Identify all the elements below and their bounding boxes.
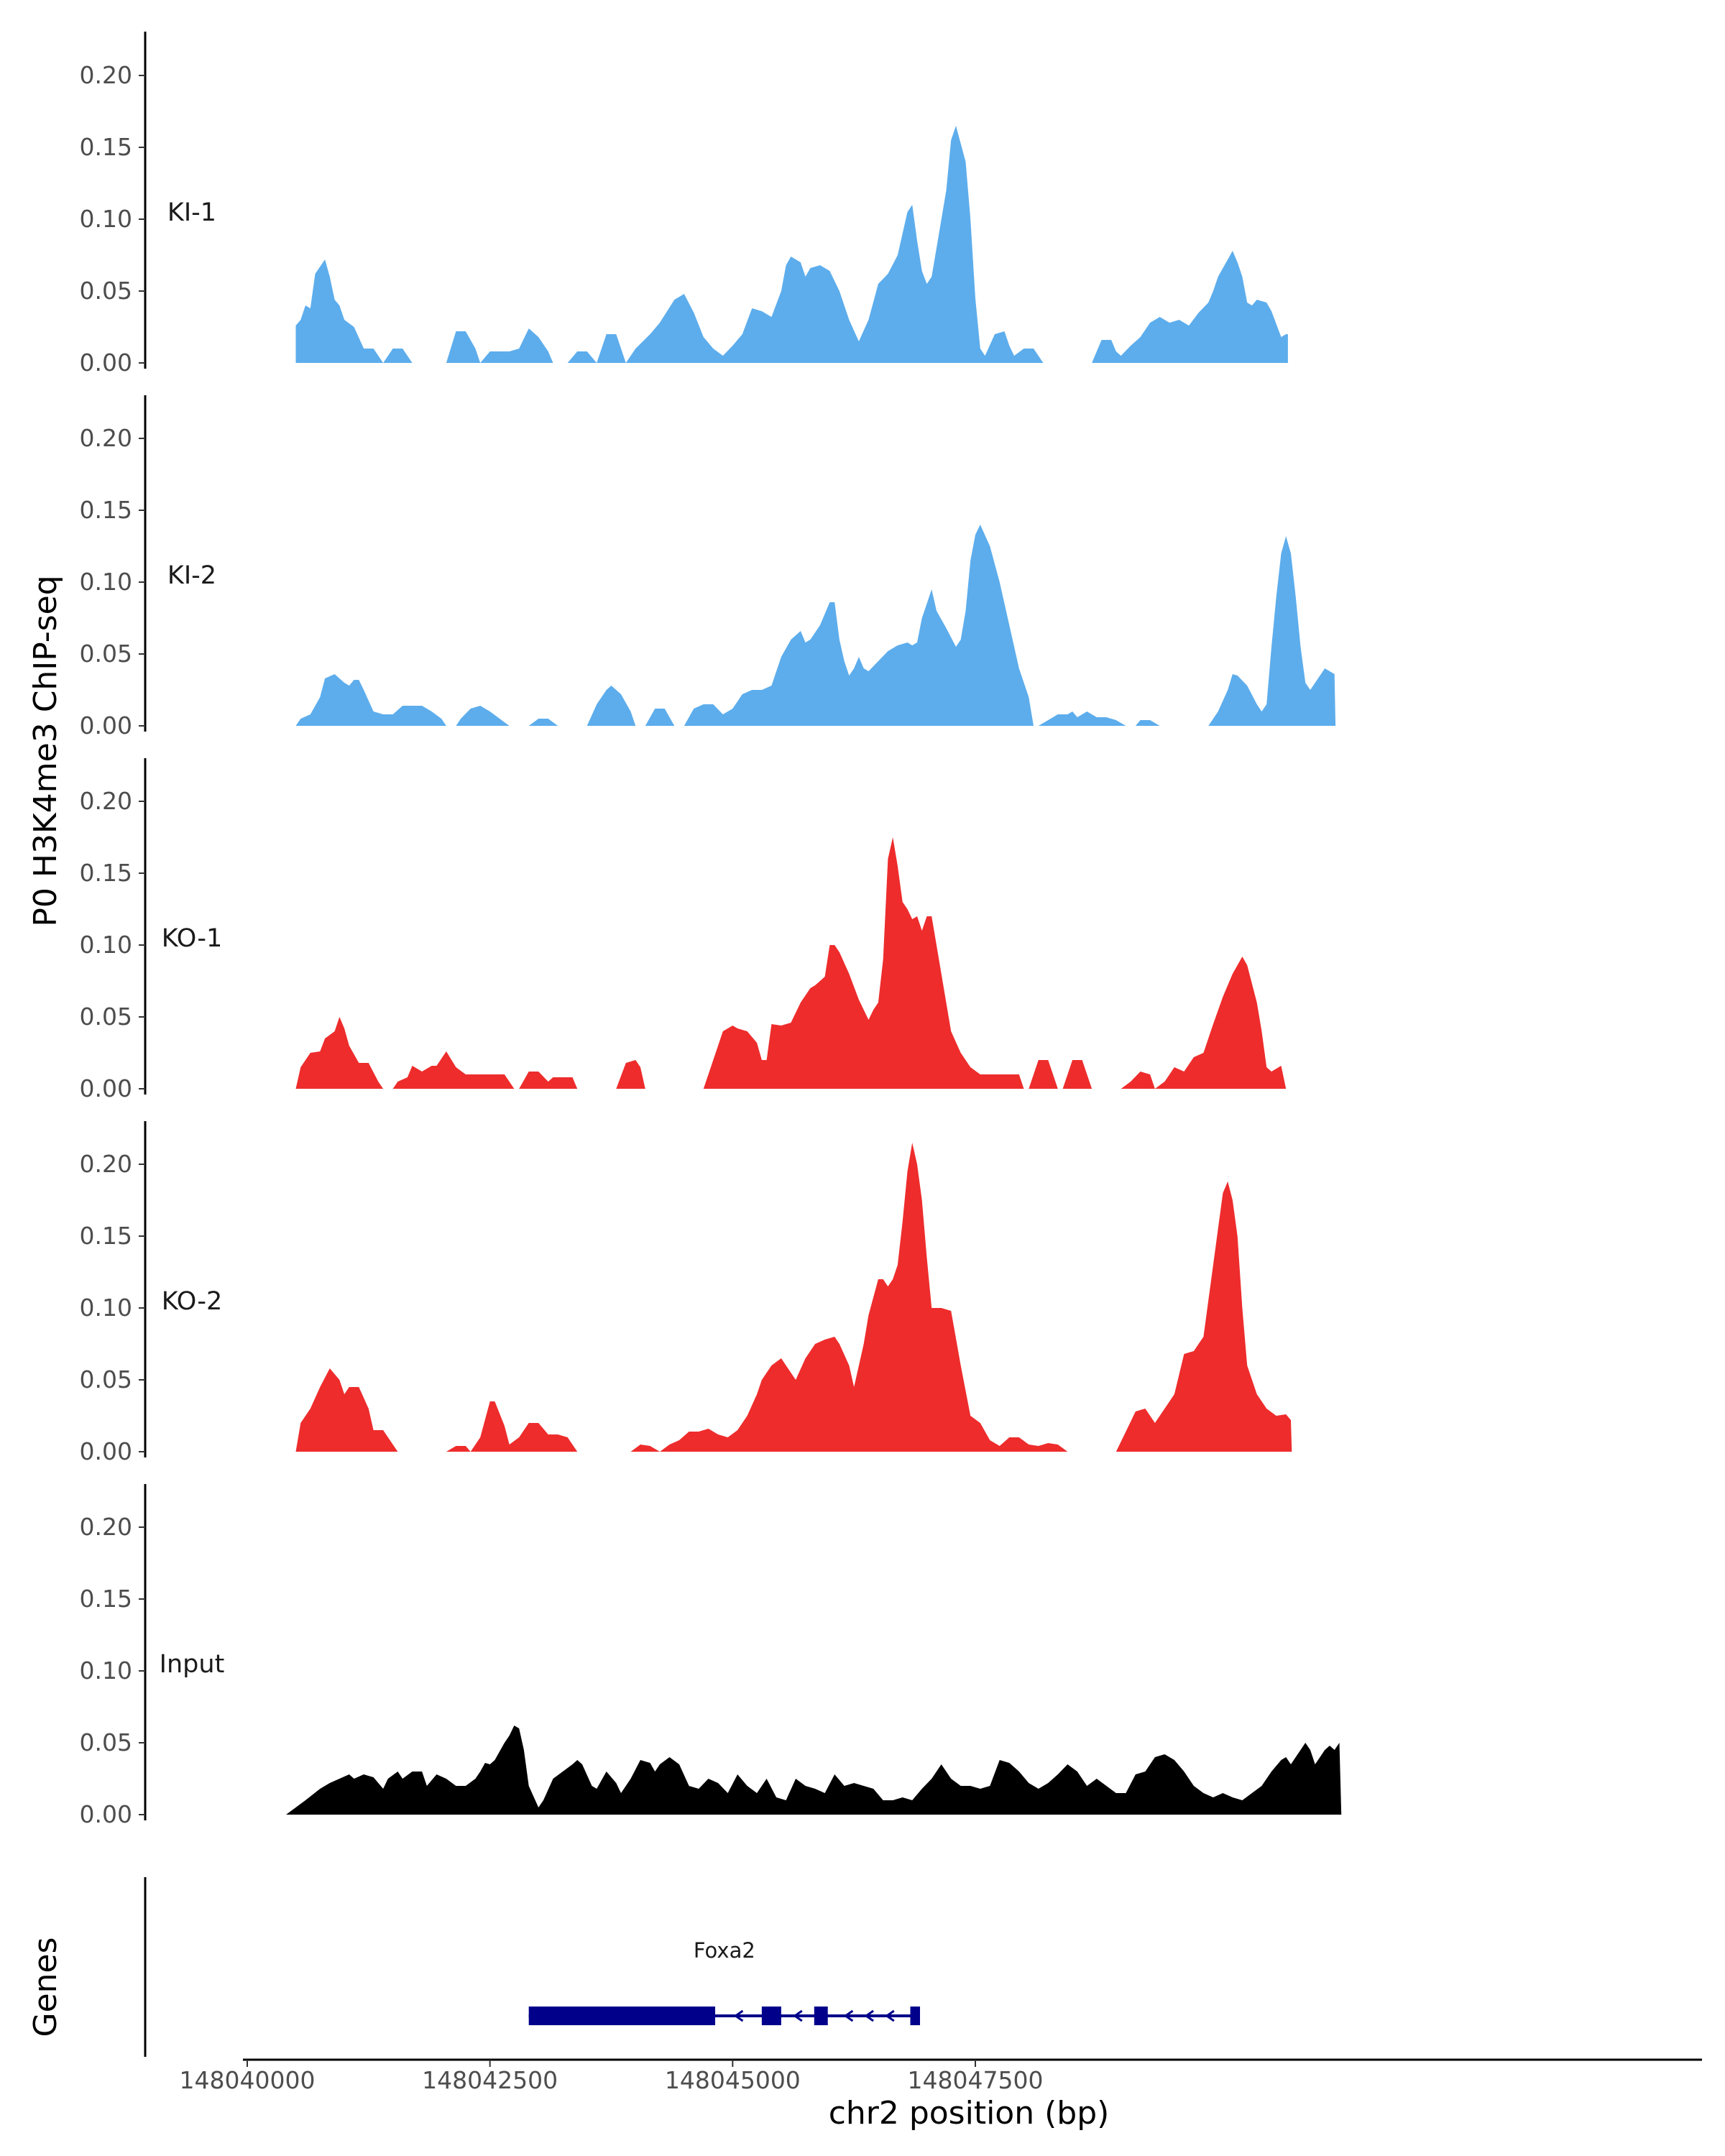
- y-tick-label: 0.10: [80, 1294, 132, 1322]
- signal-area-ki-1-0: [295, 259, 413, 363]
- signal-area-ko-1-0: [295, 1017, 578, 1089]
- y-tick-label: 0.10: [80, 205, 132, 233]
- track-ki-1: 0.00 0.05 0.10 0.15 0.20 KI-1: [80, 32, 1288, 377]
- track-label-input: Input: [160, 1650, 225, 1679]
- y-tick-label: 0.00: [80, 711, 132, 740]
- signal-area-ko-2-1: [446, 1401, 578, 1452]
- y-tick-label: 0.15: [80, 133, 132, 161]
- strand-arrow: [864, 2009, 874, 2022]
- signal-area-ko-2-2: [630, 1143, 1068, 1452]
- track-ko-2: 0.00 0.05 0.10 0.15 0.20 KO-2: [80, 1121, 1292, 1465]
- y-axis-title: P0 H3K4me3 ChIP-seq: [27, 575, 64, 926]
- y-tick-label: 0.15: [80, 1585, 132, 1613]
- track-label-ki-2: KI-2: [167, 561, 216, 590]
- strand-arrow: [843, 2009, 854, 2022]
- y-tick-label: 0.05: [80, 640, 132, 668]
- y-tick-label: 0.15: [80, 496, 132, 524]
- signal-area-input-0: [286, 1726, 1342, 1815]
- y-tick-label: 0.00: [80, 1800, 132, 1828]
- y-tick-label: 0.00: [80, 1074, 132, 1102]
- gene-exon: [528, 2007, 716, 2025]
- x-axis: 148040000 148042500 148045000 148047500: [180, 2058, 1702, 2094]
- y-tick-label: 0.20: [80, 787, 132, 815]
- track-panels: 0.00 0.05 0.10 0.15 0.20 KI-1 0.00 0.05 0.10 0.15…: [80, 32, 1342, 1828]
- track-label-ko-1: KO-1: [162, 924, 222, 953]
- signal-area-ki-2-3: [1208, 536, 1336, 726]
- y-tick-label: 0.05: [80, 1728, 132, 1756]
- signal-area-ki-2-2: [586, 525, 1160, 726]
- strand-arrow: [733, 2009, 744, 2022]
- gene-exon: [814, 2007, 828, 2025]
- y-tick-label: 0.15: [80, 859, 132, 887]
- signal-area-ki-2-1: [528, 719, 558, 726]
- y-tick-label: 0.10: [80, 1657, 132, 1685]
- gene-track-panel: Foxa2: [144, 1877, 921, 2057]
- track-input: 0.00 0.05 0.10 0.15 0.20 Input: [80, 1484, 1342, 1828]
- signal-area-ki-1-1: [446, 328, 553, 363]
- y-tick-label: 0.10: [80, 931, 132, 959]
- y-tick-label: 0.20: [80, 1150, 132, 1178]
- y-tick-label: 0.05: [80, 1003, 132, 1031]
- y-tick-label: 0.20: [80, 61, 132, 89]
- gene-track-title: Genes: [27, 1937, 64, 2037]
- signal-area-ko-1-2: [703, 837, 1092, 1089]
- signal-area-ki-1-3: [1092, 251, 1288, 363]
- gene-exon: [761, 2007, 781, 2025]
- x-tick-label: 148042500: [422, 2066, 558, 2094]
- x-tick-label: 148047500: [908, 2066, 1044, 2094]
- x-axis-title: chr2 position (bp): [829, 2095, 1110, 2132]
- signal-area-ko-1-1: [616, 1060, 645, 1089]
- strand-arrow: [793, 2009, 803, 2022]
- gene-exon: [910, 2007, 921, 2025]
- y-tick-label: 0.05: [80, 277, 132, 305]
- strand-arrow: [885, 2009, 895, 2022]
- y-tick-label: 0.10: [80, 568, 132, 596]
- signal-area-ki-1-2: [567, 126, 1044, 363]
- y-tick-label: 0.20: [80, 424, 132, 452]
- x-tick-label: 148045000: [665, 2066, 801, 2094]
- signal-area-ki-2-0: [295, 674, 510, 726]
- y-tick-label: 0.15: [80, 1222, 132, 1250]
- signal-area-ko-1-3: [1121, 957, 1287, 1089]
- track-label-ki-1: KI-1: [167, 198, 216, 227]
- y-tick-label: 0.20: [80, 1513, 132, 1541]
- signal-area-ko-2-3: [1116, 1181, 1292, 1452]
- track-label-ko-2: KO-2: [162, 1287, 222, 1316]
- track-ki-2: 0.00 0.05 0.10 0.15 0.20 KI-2: [80, 395, 1336, 740]
- signal-area-ko-2-0: [295, 1368, 398, 1452]
- y-tick-label: 0.00: [80, 1437, 132, 1465]
- y-tick-label: 0.05: [80, 1365, 132, 1393]
- track-ko-1: 0.00 0.05 0.10 0.15 0.20 KO-1: [80, 758, 1287, 1102]
- y-tick-label: 0.00: [80, 349, 132, 377]
- gene-name-label: Foxa2: [694, 1938, 755, 1963]
- x-tick-label: 148040000: [180, 2066, 316, 2094]
